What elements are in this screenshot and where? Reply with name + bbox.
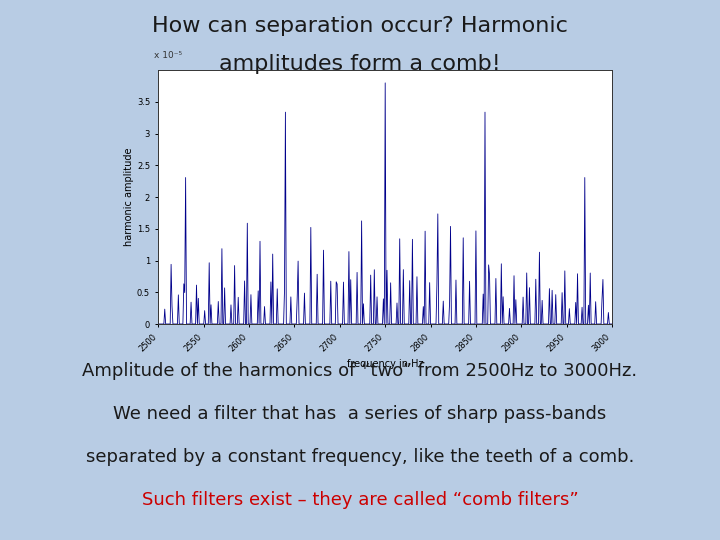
- Text: How can separation occur? Harmonic: How can separation occur? Harmonic: [152, 16, 568, 36]
- Text: separated by a constant frequency, like the teeth of a comb.: separated by a constant frequency, like …: [86, 448, 634, 466]
- X-axis label: frequency in Hz: frequency in Hz: [347, 359, 423, 369]
- Text: Amplitude of the harmonics of “two” from 2500Hz to 3000Hz.: Amplitude of the harmonics of “two” from…: [82, 362, 638, 380]
- Text: amplitudes form a comb!: amplitudes form a comb!: [219, 54, 501, 74]
- Y-axis label: harmonic amplitude: harmonic amplitude: [124, 148, 134, 246]
- Text: Such filters exist – they are called “comb filters”: Such filters exist – they are called “co…: [142, 491, 578, 509]
- Text: x 10⁻⁵: x 10⁻⁵: [154, 51, 182, 60]
- Text: We need a filter that has  a series of sharp pass-bands: We need a filter that has a series of sh…: [113, 405, 607, 423]
